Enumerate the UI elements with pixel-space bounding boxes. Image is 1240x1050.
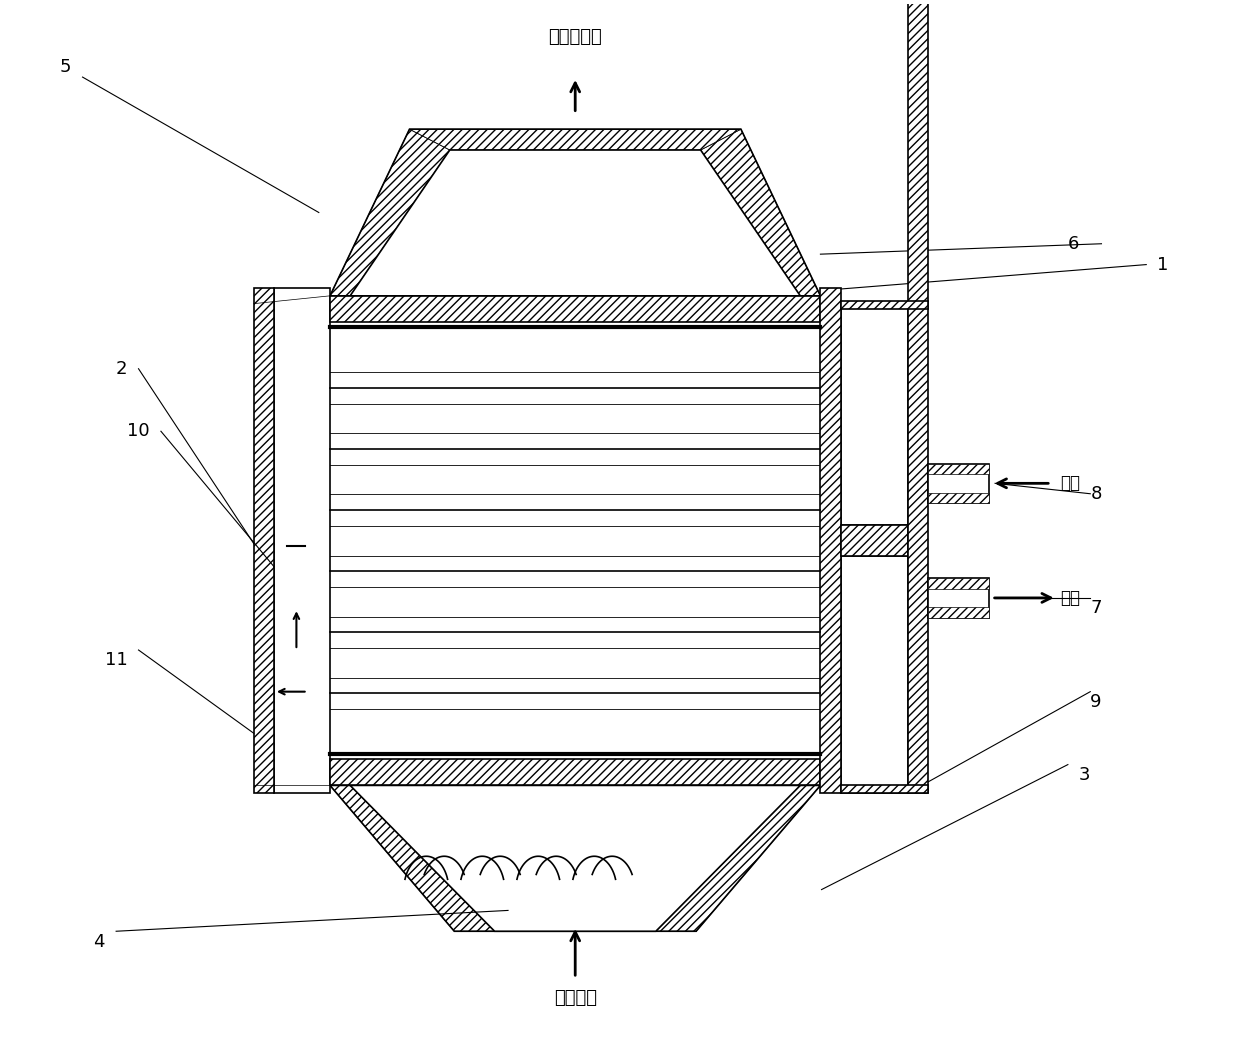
- Text: 3: 3: [1079, 766, 1090, 784]
- Polygon shape: [330, 129, 450, 296]
- Text: 含雾气体: 含雾气体: [554, 988, 596, 1007]
- Polygon shape: [350, 150, 800, 296]
- Bar: [928, 579, 990, 589]
- Text: 6: 6: [1068, 235, 1079, 253]
- Bar: [841, 785, 928, 793]
- Text: 2: 2: [115, 360, 128, 378]
- Bar: [928, 607, 990, 617]
- Bar: [841, 303, 908, 525]
- Text: 11: 11: [104, 651, 128, 670]
- Text: 不含雾气体: 不含雾气体: [548, 28, 603, 46]
- Polygon shape: [409, 129, 742, 150]
- Text: 1: 1: [1157, 255, 1169, 274]
- Text: 10: 10: [128, 422, 150, 440]
- Bar: [254, 288, 274, 793]
- Polygon shape: [350, 785, 800, 931]
- Bar: [330, 296, 821, 322]
- Bar: [908, 0, 928, 793]
- Bar: [274, 288, 330, 793]
- Bar: [928, 463, 990, 474]
- Bar: [928, 463, 990, 503]
- Bar: [841, 301, 928, 309]
- Text: 7: 7: [1090, 600, 1102, 617]
- Polygon shape: [330, 785, 495, 931]
- Bar: [821, 288, 841, 793]
- Text: 冷媒: 冷媒: [1060, 589, 1080, 607]
- Text: 5: 5: [60, 58, 72, 76]
- Text: 9: 9: [1090, 693, 1102, 711]
- Bar: [841, 525, 908, 556]
- Bar: [928, 579, 990, 617]
- Bar: [330, 759, 821, 785]
- Text: 8: 8: [1090, 485, 1101, 503]
- Polygon shape: [656, 785, 821, 931]
- Text: 4: 4: [93, 932, 105, 950]
- Text: 冷媒: 冷媒: [1060, 475, 1080, 492]
- Bar: [841, 556, 908, 793]
- Polygon shape: [701, 129, 821, 296]
- Bar: [928, 492, 990, 503]
